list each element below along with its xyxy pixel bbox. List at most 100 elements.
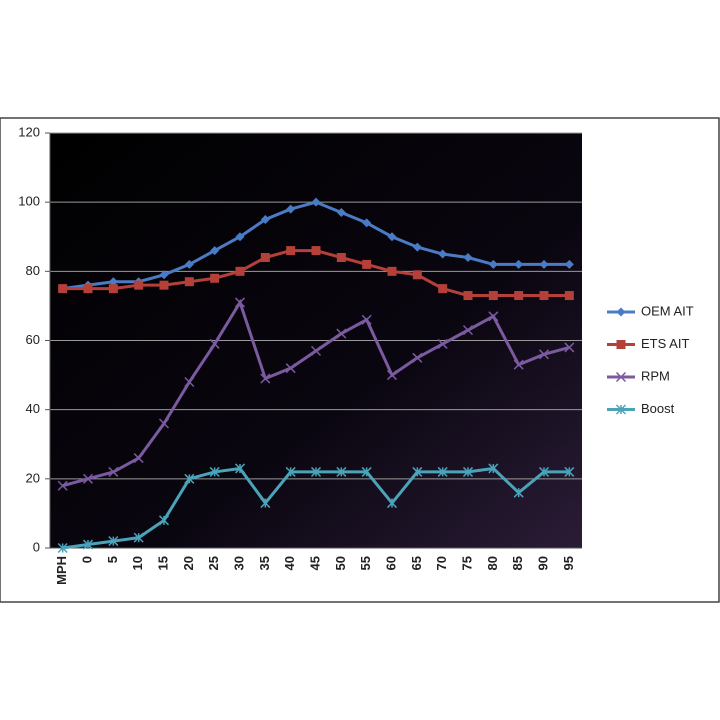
y-tick-label: 80 (26, 263, 40, 278)
data-point (488, 311, 499, 322)
data-point (57, 542, 68, 554)
x-tick-label: 40 (282, 556, 297, 570)
x-tick-label: 10 (130, 556, 145, 570)
data-point (336, 253, 346, 262)
data-point (235, 266, 245, 276)
x-tick-label: 75 (459, 556, 474, 570)
data-point (108, 536, 119, 547)
y-tick-label: 120 (18, 124, 40, 139)
data-point (514, 259, 524, 269)
data-point (82, 473, 94, 484)
data-point (133, 453, 144, 464)
legend-marker (615, 404, 627, 415)
data-point (184, 277, 194, 287)
data-point (158, 418, 170, 429)
data-point (234, 297, 246, 308)
data-point (184, 376, 195, 388)
x-tick-label: 30 (231, 556, 246, 570)
data-point (412, 270, 422, 280)
legend-label: Boost (641, 401, 675, 416)
y-tick-label: 60 (26, 332, 40, 347)
x-tick-label: 95 (561, 556, 576, 570)
data-point (361, 314, 372, 325)
x-tick-label: 45 (307, 556, 322, 570)
data-point (58, 284, 68, 294)
x-tick-label: 35 (257, 556, 272, 570)
data-point (564, 466, 575, 477)
data-point (82, 539, 94, 550)
data-point (234, 463, 246, 474)
x-tick-label: 80 (485, 556, 500, 570)
y-tick-label: 0 (33, 539, 40, 554)
x-tick-label: 20 (181, 556, 196, 570)
data-point (133, 532, 144, 543)
data-point (108, 284, 118, 294)
data-point (260, 373, 271, 384)
legend-label: OEM AIT (641, 303, 694, 318)
data-point (260, 214, 270, 224)
data-point (362, 259, 372, 269)
data-point (158, 515, 170, 526)
data-point (387, 266, 397, 276)
x-tick-label: 70 (434, 556, 449, 570)
data-point (513, 359, 524, 370)
data-point (108, 277, 118, 287)
x-tick-label: 25 (206, 556, 221, 570)
legend-marker (616, 340, 626, 349)
data-point (362, 218, 372, 228)
data-point (463, 253, 473, 262)
data-point (209, 338, 220, 349)
y-tick-label: 20 (26, 470, 40, 485)
data-point (513, 487, 524, 498)
x-tick-label: 85 (510, 556, 525, 570)
data-point (260, 498, 271, 509)
data-point (209, 466, 220, 477)
data-point (336, 328, 347, 339)
data-point (311, 246, 321, 256)
data-point (310, 466, 322, 477)
data-point (539, 291, 549, 301)
data-point (412, 466, 423, 477)
data-point (488, 291, 498, 301)
data-point (437, 338, 448, 349)
data-point (539, 259, 549, 269)
x-tick-label: 55 (358, 556, 373, 570)
data-point (336, 208, 346, 218)
data-point (386, 370, 398, 381)
data-point (260, 253, 270, 262)
data-point (462, 466, 474, 477)
data-point (159, 280, 169, 290)
data-point (159, 270, 169, 280)
data-point (311, 197, 321, 207)
y-tick-label: 100 (18, 194, 40, 209)
data-point (184, 473, 195, 484)
x-tick-label: 90 (535, 556, 550, 570)
legend-marker (616, 307, 626, 317)
x-tick-label: 5 (105, 556, 120, 563)
data-point (438, 249, 448, 259)
data-point (564, 342, 575, 353)
data-point (538, 466, 550, 477)
legend-label: RPM (641, 368, 670, 383)
data-point (412, 352, 423, 363)
x-tick-label: MPH (54, 556, 69, 585)
x-tick-label: 50 (333, 556, 348, 570)
data-point (210, 273, 220, 283)
x-tick-label: 15 (155, 556, 170, 570)
data-point (285, 466, 296, 477)
data-point (134, 280, 144, 290)
x-tick-label: 0 (79, 556, 94, 563)
data-point (488, 463, 499, 474)
data-point (462, 325, 474, 336)
data-point (437, 466, 448, 477)
data-point (285, 363, 296, 374)
data-point (387, 232, 397, 242)
legend-label: ETS AIT (641, 336, 689, 351)
data-point (463, 291, 473, 301)
data-point (210, 246, 220, 256)
data-point (438, 284, 448, 294)
data-point (488, 259, 498, 269)
data-point (235, 232, 245, 242)
